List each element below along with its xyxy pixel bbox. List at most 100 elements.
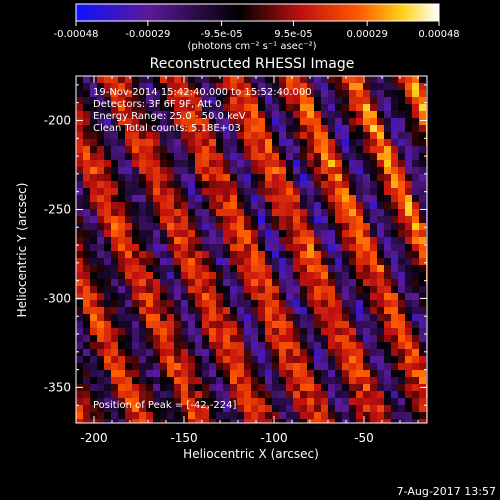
heatmap-cell <box>202 76 210 84</box>
heatmap-cell <box>412 76 420 84</box>
heatmap-cell <box>349 153 357 161</box>
heatmap-cell <box>272 335 280 343</box>
heatmap-cell <box>146 412 154 420</box>
heatmap-cell <box>118 349 126 357</box>
heatmap-cell <box>342 146 350 154</box>
heatmap-cell <box>328 153 336 161</box>
heatmap-cell <box>146 83 154 91</box>
heatmap-cell <box>139 202 147 210</box>
heatmap-cell <box>398 160 406 168</box>
heatmap-cell <box>384 398 392 406</box>
heatmap-cell <box>419 104 427 112</box>
heatmap-cell <box>272 216 280 224</box>
heatmap-cell <box>307 314 315 322</box>
heatmap-cell <box>342 314 350 322</box>
heatmap-cell <box>300 342 308 350</box>
heatmap-cell <box>258 363 266 371</box>
heatmap-cell <box>104 76 112 84</box>
heatmap-cell <box>391 181 399 189</box>
heatmap-cell <box>111 97 119 105</box>
heatmap-cell <box>349 377 357 385</box>
heatmap-cell <box>146 167 154 175</box>
heatmap-cell <box>111 132 119 140</box>
heatmap-cell <box>160 314 168 322</box>
heatmap-cell <box>265 160 273 168</box>
heatmap-cell <box>188 216 196 224</box>
heatmap-cell <box>342 251 350 259</box>
heatmap-cell <box>125 160 133 168</box>
heatmap-cell <box>314 125 322 133</box>
heatmap-cell <box>398 272 406 280</box>
heatmap-cell <box>146 279 154 287</box>
heatmap-cell <box>307 118 315 126</box>
heatmap-cell <box>398 265 406 273</box>
heatmap-cell <box>265 216 273 224</box>
heatmap-cell <box>419 377 427 385</box>
heatmap-cell <box>104 384 112 392</box>
heatmap-cell <box>384 237 392 245</box>
heatmap-cell <box>265 349 273 357</box>
heatmap-cell <box>209 286 217 294</box>
heatmap-cell <box>153 223 161 231</box>
heatmap-cell <box>76 307 84 315</box>
heatmap-cell <box>377 251 385 259</box>
heatmap-cell <box>83 293 91 301</box>
heatmap-cell <box>97 83 105 91</box>
heatmap-cell <box>160 279 168 287</box>
heatmap-cell <box>293 104 301 112</box>
heatmap-cell <box>405 321 413 329</box>
heatmap-cell <box>90 153 98 161</box>
heatmap-cell <box>202 111 210 119</box>
heatmap-cell <box>286 321 294 329</box>
heatmap-cell <box>370 146 378 154</box>
colorbar-frame <box>75 3 440 22</box>
heatmap-cell <box>356 139 364 147</box>
heatmap-cell <box>230 174 238 182</box>
heatmap-cell <box>328 76 336 84</box>
heatmap-cell <box>279 167 287 175</box>
heatmap-cell <box>293 349 301 357</box>
heatmap-cell <box>244 272 252 280</box>
heatmap-cell <box>90 391 98 399</box>
heatmap-cell <box>146 209 154 217</box>
heatmap-cell <box>195 132 203 140</box>
heatmap-cell <box>293 335 301 343</box>
heatmap-cell <box>202 272 210 280</box>
heatmap-cell <box>181 384 189 392</box>
heatmap-cell <box>307 391 315 399</box>
heatmap-cell <box>139 118 147 126</box>
heatmap-cell <box>286 76 294 84</box>
heatmap-cell <box>307 279 315 287</box>
heatmap-cell <box>125 83 133 91</box>
heatmap-cell <box>76 76 84 84</box>
heatmap-cell <box>146 307 154 315</box>
heatmap-cell <box>223 97 231 105</box>
heatmap-cell <box>188 328 196 336</box>
heatmap-cell <box>195 118 203 126</box>
heatmap-cell <box>118 419 126 423</box>
heatmap-cell <box>167 342 175 350</box>
heatmap-cell <box>202 160 210 168</box>
heatmap-cell <box>258 412 266 420</box>
heatmap-cell <box>146 125 154 133</box>
heatmap-cell <box>132 125 140 133</box>
heatmap-cell <box>279 356 287 364</box>
heatmap-cell <box>363 405 371 413</box>
heatmap-cell <box>405 377 413 385</box>
heatmap-cell <box>223 328 231 336</box>
heatmap-cell <box>314 174 322 182</box>
heatmap-cell <box>153 132 161 140</box>
heatmap-cell <box>314 258 322 266</box>
heatmap-cell <box>244 258 252 266</box>
heatmap-cell <box>286 237 294 245</box>
heatmap-cell <box>363 216 371 224</box>
heatmap-cell <box>83 104 91 112</box>
heatmap-cell <box>104 118 112 126</box>
heatmap-cell <box>174 328 182 336</box>
heatmap-cell <box>286 377 294 385</box>
heatmap-cell <box>153 300 161 308</box>
heatmap-cell <box>230 181 238 189</box>
heatmap-cell <box>76 237 84 245</box>
heatmap-cell <box>118 146 126 154</box>
heatmap-cell <box>286 181 294 189</box>
